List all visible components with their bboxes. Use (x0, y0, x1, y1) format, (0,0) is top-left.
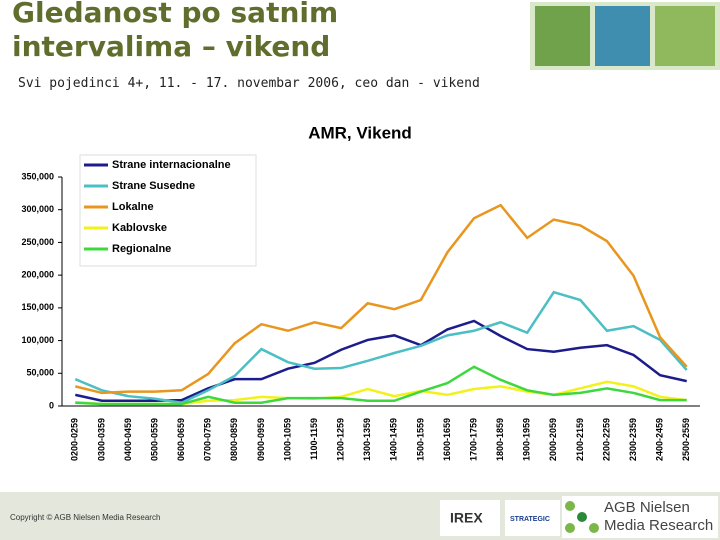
y-tick-label: 250,000 (21, 237, 54, 247)
x-tick-label: 0400-0459 (123, 418, 133, 461)
series-line (74, 203, 688, 395)
logo-dot (589, 523, 599, 533)
x-tick-label: 1900-1959 (522, 418, 532, 461)
y-tick-label: 0 (49, 400, 54, 410)
logo-strategic: STRATEGIC (510, 516, 550, 523)
logo-irex: IREX (450, 510, 483, 526)
x-tick-label: 2500-2559 (681, 418, 691, 461)
x-tick-label: 1800-1859 (495, 418, 505, 461)
slide-title: Gledanost po satnim intervalima – vikend (12, 0, 339, 63)
photo (655, 6, 715, 66)
y-tick-label: 150,000 (21, 302, 54, 312)
legend-label: Strane Susedne (112, 180, 195, 192)
x-tick-label: 0200-0259 (70, 418, 80, 461)
y-tick-label: 300,000 (21, 204, 54, 214)
series-line (74, 290, 688, 405)
y-tick-label: 350,000 (21, 171, 54, 181)
copyright: Copyright © AGB Nielsen Media Research (10, 513, 160, 522)
logo-agb: AGB Nielsen (604, 499, 690, 516)
y-tick-label: 200,000 (21, 270, 54, 280)
legend-label: Lokalne (112, 201, 154, 213)
logo-agb: Media Research (604, 517, 713, 534)
x-tick-label: 2300-2359 (628, 418, 638, 461)
legend-label: Regionalne (112, 243, 171, 255)
x-tick-label: 1400-1459 (389, 418, 399, 461)
x-tick-label: 0500-0559 (149, 418, 159, 461)
x-tick-label: 1000-1059 (282, 418, 292, 461)
y-tick-label: 100,000 (21, 335, 54, 345)
x-tick-label: 1200-1259 (336, 418, 346, 461)
legend-label: Kablovske (112, 222, 167, 234)
logo-dot (577, 512, 587, 522)
x-tick-label: 0900-0959 (256, 418, 266, 461)
series-line (75, 365, 687, 406)
x-tick-label: 1100-1159 (309, 418, 319, 460)
logo-box (505, 500, 560, 536)
logo-box (562, 496, 718, 538)
legend-box (79, 154, 257, 267)
y-tick-label: 50,000 (26, 368, 54, 378)
chart-title: AMR, Vikend (308, 123, 412, 142)
x-tick-label: 0300-0359 (96, 418, 106, 461)
x-tick-label: 0700-0759 (203, 418, 213, 461)
x-tick-label: 1500-1559 (415, 418, 425, 461)
x-tick-label: 0600-0659 (176, 418, 186, 461)
legend-label: Strane internacionalne (112, 159, 231, 171)
x-tick-label: 2000-2059 (548, 418, 558, 461)
x-tick-label: 2200-2259 (601, 418, 611, 461)
x-tick-label: 0800-0859 (229, 418, 239, 461)
slide-subtitle: Svi pojedinci 4+, 11. - 17. novembar 200… (18, 76, 480, 91)
x-tick-label: 2100-2159 (575, 418, 585, 461)
logo-dot (565, 523, 575, 533)
photo (595, 6, 650, 66)
photo (535, 6, 590, 66)
x-tick-label: 2400-2459 (655, 418, 665, 461)
logo-dot (565, 501, 575, 511)
x-tick-label: 1300-1359 (362, 418, 372, 461)
x-tick-label: 1700-1759 (468, 418, 478, 461)
x-tick-label: 1600-1659 (442, 418, 452, 461)
logo-box (440, 500, 500, 536)
series-line (75, 319, 687, 403)
